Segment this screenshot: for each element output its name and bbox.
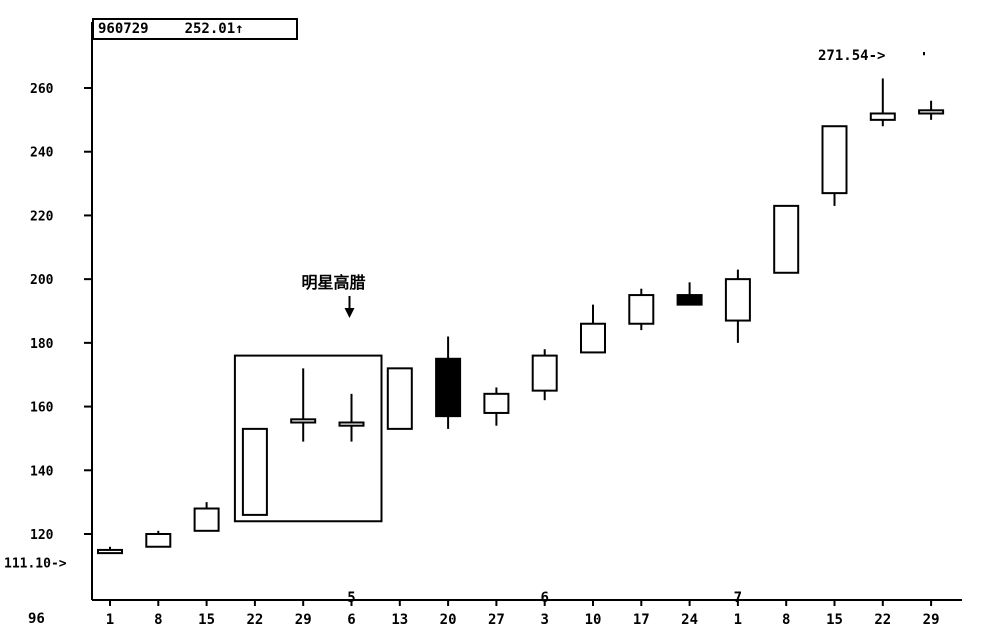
x-tick-label: 8 bbox=[782, 612, 790, 628]
candle-body bbox=[435, 357, 462, 418]
candle bbox=[386, 367, 413, 430]
low-price-label: 111.10-> bbox=[4, 556, 67, 571]
candle-body bbox=[676, 294, 703, 306]
candle bbox=[676, 282, 703, 306]
y-tick-label: 180 bbox=[30, 337, 54, 352]
annotations: 111.10-> 271.54-> 明星高腊 bbox=[4, 48, 925, 571]
x-tick-label: 13 bbox=[391, 612, 408, 628]
candle-body bbox=[241, 427, 268, 516]
x-tick-label: 15 bbox=[198, 612, 215, 628]
candle-body bbox=[580, 322, 606, 354]
candle bbox=[193, 502, 220, 532]
y-tick-label: 240 bbox=[30, 146, 54, 161]
candle-body bbox=[97, 548, 123, 555]
info-value: 252.01↑ bbox=[184, 21, 244, 37]
highlight-box bbox=[233, 354, 383, 523]
month-label: 6 bbox=[540, 590, 548, 606]
candle bbox=[97, 546, 123, 555]
candle-body bbox=[724, 278, 751, 322]
y-tick-label: 160 bbox=[30, 401, 54, 416]
highlight-rect bbox=[233, 354, 383, 523]
y-tick-label: 260 bbox=[30, 82, 54, 97]
x-tick-label: 27 bbox=[488, 612, 505, 628]
x-tick-label: 8 bbox=[154, 612, 162, 628]
candle-body bbox=[918, 109, 945, 115]
candle-body bbox=[193, 507, 220, 532]
info-code: 960729 bbox=[98, 21, 149, 37]
pattern-label: 明星高腊 bbox=[302, 273, 366, 292]
candle-body bbox=[773, 204, 800, 274]
x-tick-label: 3 bbox=[540, 612, 548, 628]
y-tick-label: 120 bbox=[30, 528, 54, 543]
x-tick-label: 29 bbox=[295, 612, 312, 628]
y-tick-label: 200 bbox=[30, 273, 54, 288]
x-tick-label: 10 bbox=[585, 612, 602, 628]
x-tick-label: 22 bbox=[246, 612, 263, 628]
candle bbox=[338, 393, 365, 442]
x-tick-label: 1 bbox=[734, 612, 742, 628]
candle-body bbox=[531, 354, 558, 392]
candle bbox=[435, 336, 462, 429]
candle-body bbox=[869, 112, 896, 121]
candle bbox=[918, 100, 945, 120]
candle bbox=[773, 204, 800, 274]
candle-body bbox=[483, 392, 510, 414]
month-label: 5 bbox=[347, 590, 355, 606]
x-tick-label: 20 bbox=[440, 612, 457, 628]
candle-body bbox=[338, 421, 365, 427]
candle-body bbox=[628, 294, 655, 325]
month-label: 7 bbox=[734, 590, 742, 606]
candle bbox=[628, 288, 655, 331]
y-tick-label: 140 bbox=[30, 464, 54, 479]
x-tick-label: 29 bbox=[923, 612, 940, 628]
y-axis-ticks: 120 140 160 180 200 220 240 260 96 bbox=[28, 82, 92, 627]
candle bbox=[290, 368, 317, 442]
x-axis-ticks: 1 8 15 22 29 6 13 20 27 3 10 17 24 1 8 15 22 29 5 6 7 bbox=[106, 590, 940, 628]
candle bbox=[483, 387, 510, 426]
candle-body bbox=[821, 125, 848, 195]
candle-body bbox=[145, 533, 172, 548]
x-tick-label: 6 bbox=[347, 612, 355, 628]
x-tick-label: 1 bbox=[106, 612, 114, 628]
axes bbox=[91, 22, 962, 601]
info-box: 960729 252.01↑ bbox=[92, 18, 298, 40]
candle-body bbox=[386, 367, 413, 430]
high-price-label: 271.54-> bbox=[818, 48, 885, 64]
candle bbox=[531, 349, 558, 401]
origin-label: 96 bbox=[28, 611, 45, 627]
x-tick-label: 24 bbox=[681, 612, 698, 628]
y-tick-label: 220 bbox=[30, 209, 54, 224]
candle bbox=[869, 78, 896, 127]
x-tick-label: 15 bbox=[826, 612, 843, 628]
x-tick-label: 22 bbox=[874, 612, 891, 628]
candles bbox=[97, 78, 945, 555]
candle bbox=[145, 530, 172, 548]
candle bbox=[580, 304, 606, 354]
candle bbox=[821, 125, 848, 206]
pattern-arrow-head bbox=[344, 308, 355, 318]
x-tick-label: 17 bbox=[633, 612, 650, 628]
candle-body bbox=[290, 418, 317, 424]
candle bbox=[241, 427, 268, 516]
candle bbox=[724, 269, 751, 343]
